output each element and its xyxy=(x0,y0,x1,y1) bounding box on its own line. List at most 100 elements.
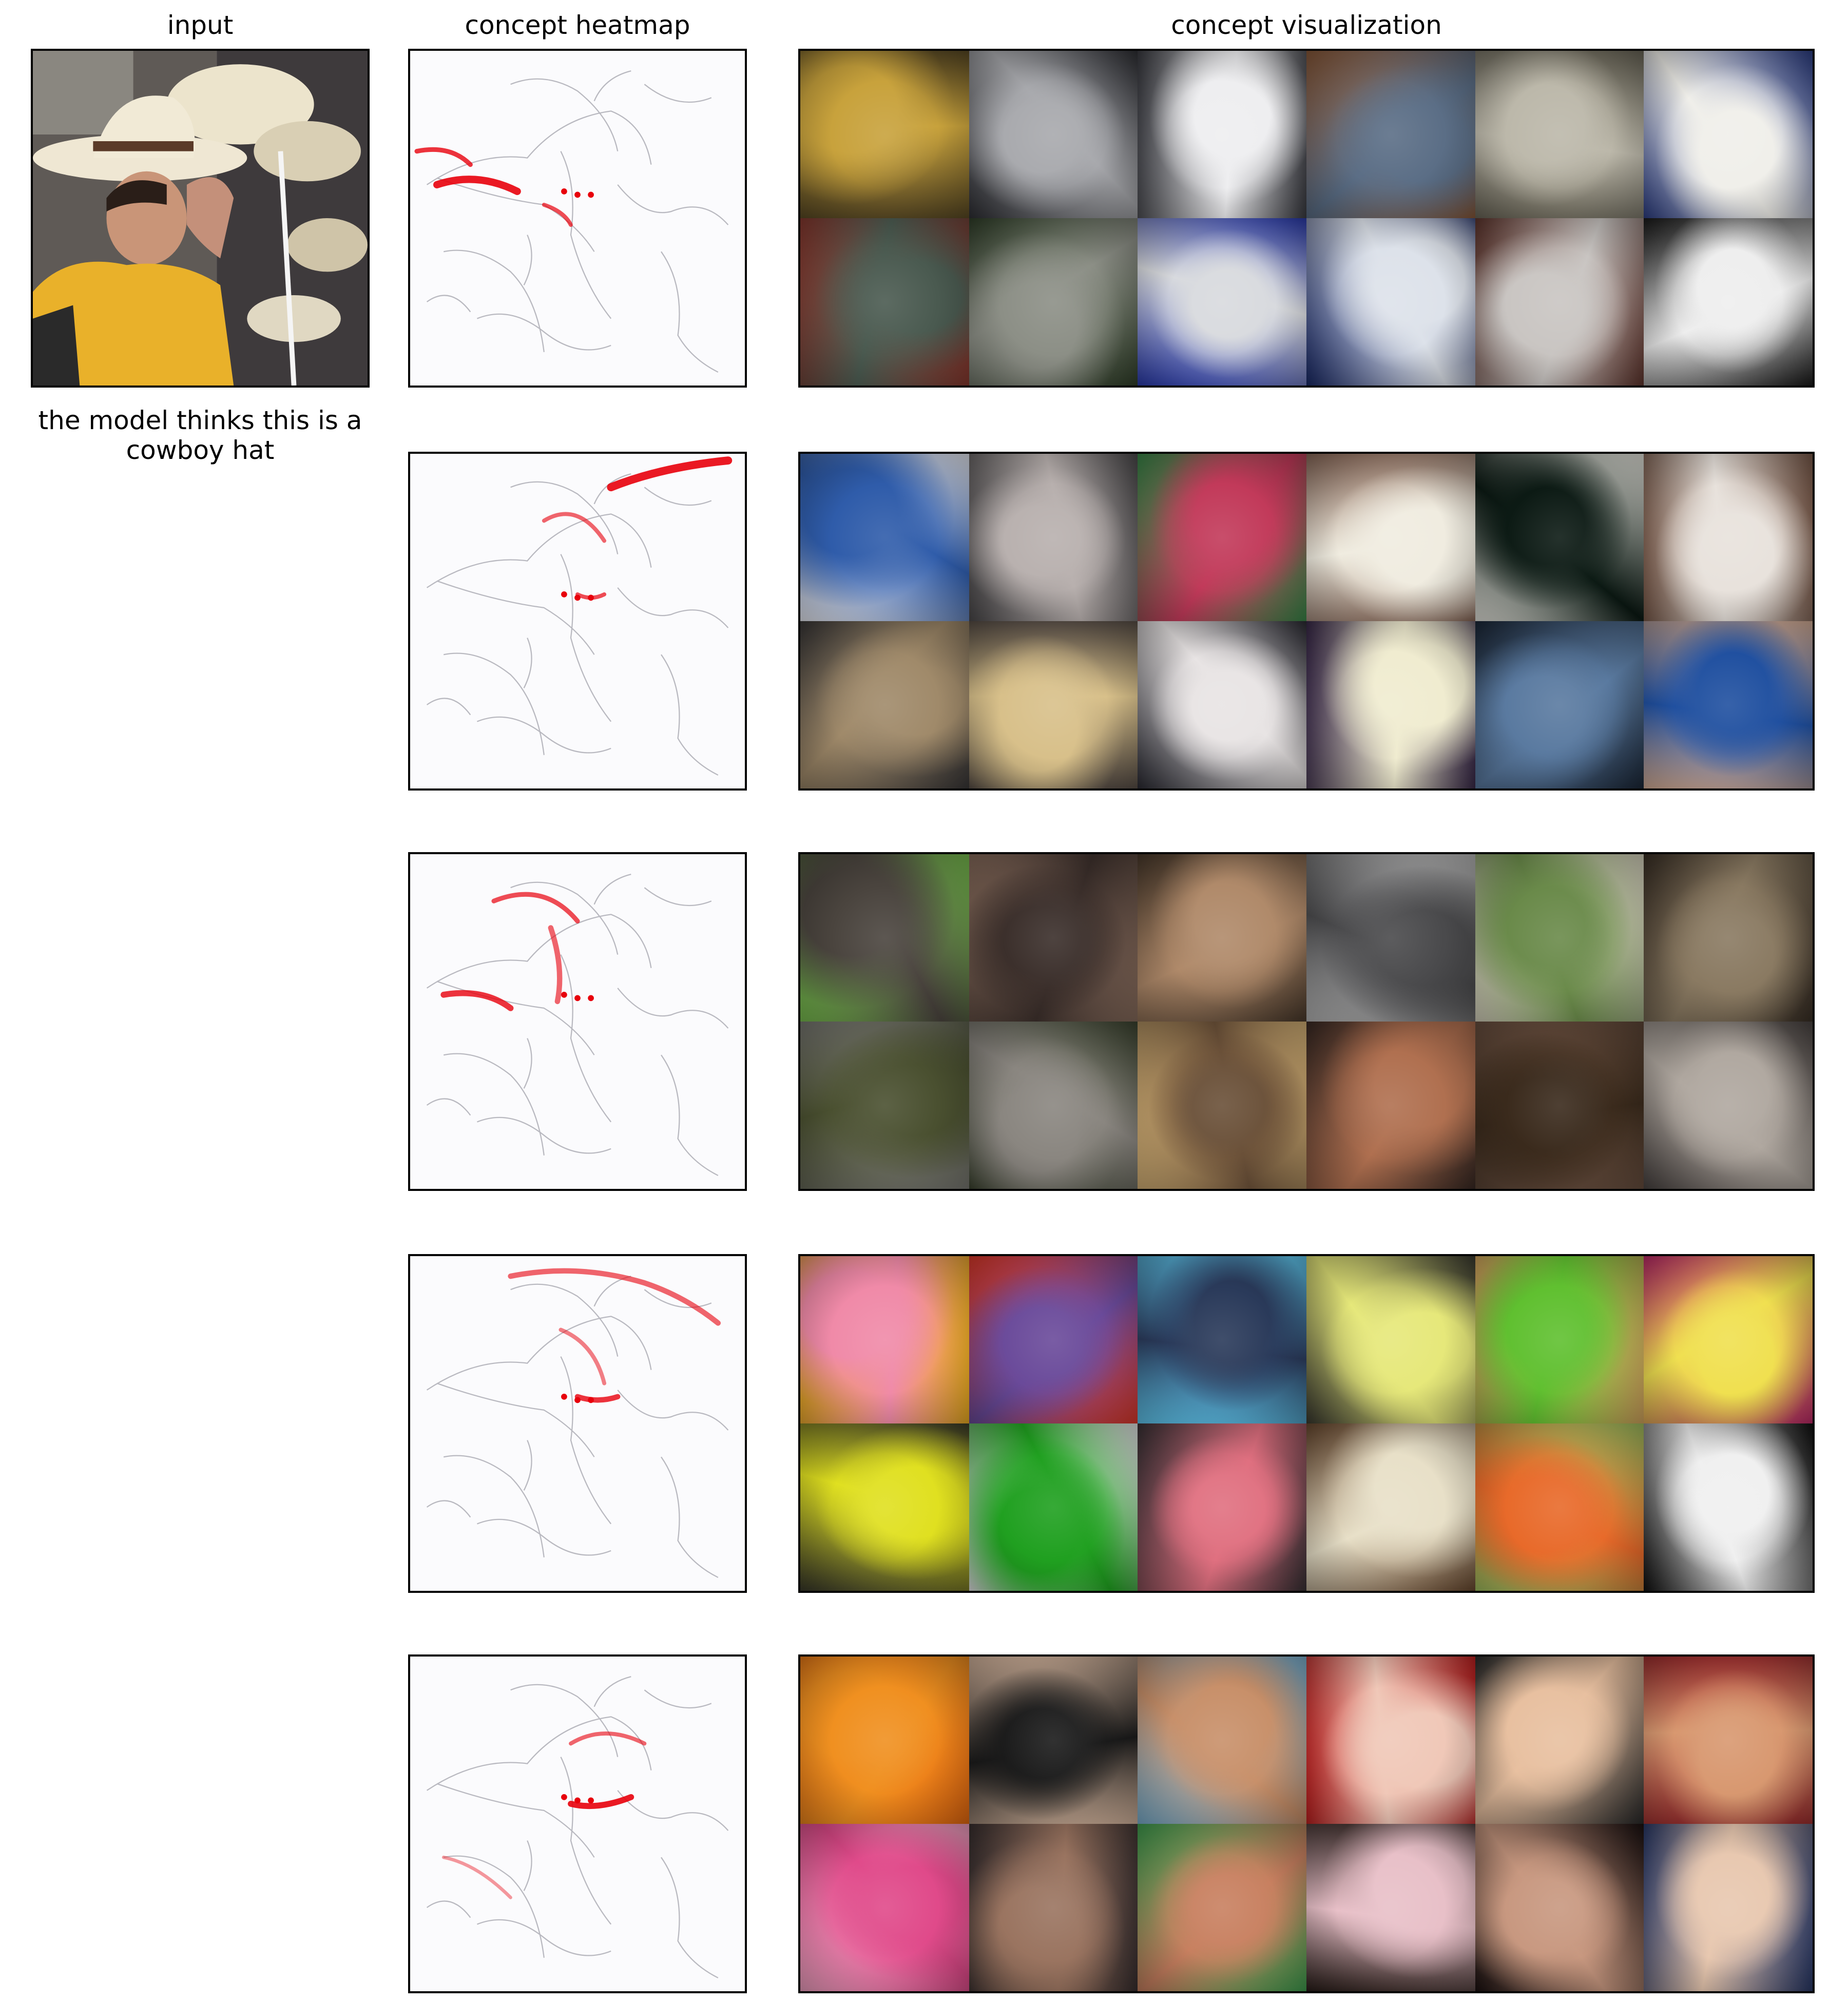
heatmap-edge xyxy=(523,1038,532,1089)
concept-heatmap-3 xyxy=(408,852,747,1191)
concept-tile xyxy=(1138,1256,1306,1423)
heatmap-edge xyxy=(436,580,595,655)
heatmap-edge xyxy=(661,1456,719,1578)
heatmap-edge xyxy=(644,84,712,103)
heatmap-edge xyxy=(661,1054,719,1176)
concept-tile xyxy=(1138,1657,1306,1824)
concept-tile xyxy=(1138,1423,1306,1591)
heatmap-edge xyxy=(661,654,719,776)
heatmap-activation xyxy=(542,203,573,227)
heatmap-edge xyxy=(476,1919,611,1956)
heatmap-edge xyxy=(644,1689,712,1709)
concept-tile xyxy=(1475,218,1644,386)
concept-tile xyxy=(969,1657,1138,1824)
heatmap-canvas xyxy=(426,874,729,1176)
heatmap-activation xyxy=(440,990,514,1011)
heatmap-edge xyxy=(593,70,631,102)
heatmap-edge xyxy=(426,1716,652,1791)
concept-tile xyxy=(969,854,1138,1022)
concept-heatmap-5 xyxy=(408,1654,747,1993)
heatmap-hotspot xyxy=(588,1797,594,1804)
concept-visualization-5 xyxy=(798,1654,1815,1993)
heatmap-edge xyxy=(443,249,545,352)
concept-tile xyxy=(800,621,969,788)
heatmap-hotspot xyxy=(561,1393,567,1400)
concept-tile xyxy=(1306,621,1475,788)
heatmap-hotspot xyxy=(588,191,594,198)
heatmap-hotspot xyxy=(574,995,581,1002)
concept-tile xyxy=(1475,51,1644,218)
concept-tile xyxy=(1138,454,1306,621)
heatmap-edge xyxy=(560,554,612,722)
heatmap-activation xyxy=(441,1855,512,1899)
heatmap-edge xyxy=(510,481,619,554)
heatmap-canvas xyxy=(426,456,733,776)
concept-tile xyxy=(969,1022,1138,1189)
concept-tile xyxy=(969,621,1138,788)
heatmap-edge xyxy=(560,1356,612,1525)
heatmap-edge xyxy=(661,251,719,373)
concept-tile xyxy=(1475,621,1644,788)
input-image xyxy=(31,49,370,388)
heatmap-edge xyxy=(644,1289,712,1308)
concept-visualization-1 xyxy=(798,49,1815,388)
heatmap-hotspot xyxy=(574,191,581,198)
heatmap-hotspot xyxy=(574,1397,581,1403)
concept-tile xyxy=(800,854,969,1022)
concept-tile xyxy=(969,1256,1138,1423)
concept-visualization-3 xyxy=(798,852,1815,1191)
concept-heatmap-2 xyxy=(408,452,747,791)
concept-tile xyxy=(800,454,969,621)
concept-tile xyxy=(1306,218,1475,386)
heatmap-edge xyxy=(644,887,712,907)
heatmap-activation xyxy=(559,1327,607,1385)
heatmap-edge xyxy=(443,1855,545,1958)
heatmap-activation xyxy=(491,892,580,923)
heatmap-activation xyxy=(568,1794,634,1810)
heatmap-hotspot xyxy=(561,1794,567,1800)
heatmap-edge xyxy=(510,881,619,955)
heatmap-edge xyxy=(560,954,612,1123)
heatmap-edge xyxy=(426,110,652,185)
concept-tile xyxy=(1475,454,1644,621)
heatmap-edge xyxy=(560,1757,612,1925)
concept-tile xyxy=(969,1423,1138,1591)
concept-tile xyxy=(1475,854,1644,1022)
concept-visualization-4 xyxy=(798,1254,1815,1593)
concept-tile xyxy=(800,1022,969,1189)
concept-tile xyxy=(1306,51,1475,218)
heatmap-activation xyxy=(548,925,563,1005)
concept-tile xyxy=(1644,854,1813,1022)
heatmap-edge xyxy=(426,513,652,588)
heatmap-edge xyxy=(510,1283,619,1357)
heatmap-edge xyxy=(426,295,471,313)
prediction-label: cowboy hat xyxy=(126,435,275,465)
heatmap-edge xyxy=(426,1098,471,1116)
concept-tile xyxy=(1306,1256,1475,1423)
concept-tile xyxy=(969,1824,1138,1991)
concept-tile xyxy=(800,1657,969,1824)
heatmap-activation xyxy=(574,1394,621,1403)
concept-tile xyxy=(1644,1256,1813,1423)
concept-tile xyxy=(800,51,969,218)
concept-tile xyxy=(1306,1824,1475,1991)
prediction-caption: the model thinks this is a cowboy hat xyxy=(21,406,380,465)
concept-tile xyxy=(1475,1256,1644,1423)
concept-tile xyxy=(1644,218,1813,386)
heatmap-edge xyxy=(617,1390,729,1431)
heatmap-hotspot xyxy=(588,594,594,601)
visualization-column-title: concept visualization xyxy=(1171,10,1442,40)
heatmap-edge xyxy=(523,638,532,688)
concept-tile xyxy=(1475,1824,1644,1991)
concept-tile xyxy=(1644,1423,1813,1591)
heatmap-edge xyxy=(443,1455,545,1557)
heatmap-edge xyxy=(436,1783,595,1858)
heatmap-canvas xyxy=(426,1676,729,1978)
heatmap-edge xyxy=(593,1276,631,1307)
prediction-line-1: the model thinks this is a xyxy=(38,406,362,435)
heatmap-edge xyxy=(661,1857,719,1978)
concept-tile xyxy=(1644,1022,1813,1189)
heatmap-activation xyxy=(508,1268,721,1326)
heatmap-edge xyxy=(436,1382,595,1457)
heatmap-hotspot xyxy=(588,995,594,1002)
